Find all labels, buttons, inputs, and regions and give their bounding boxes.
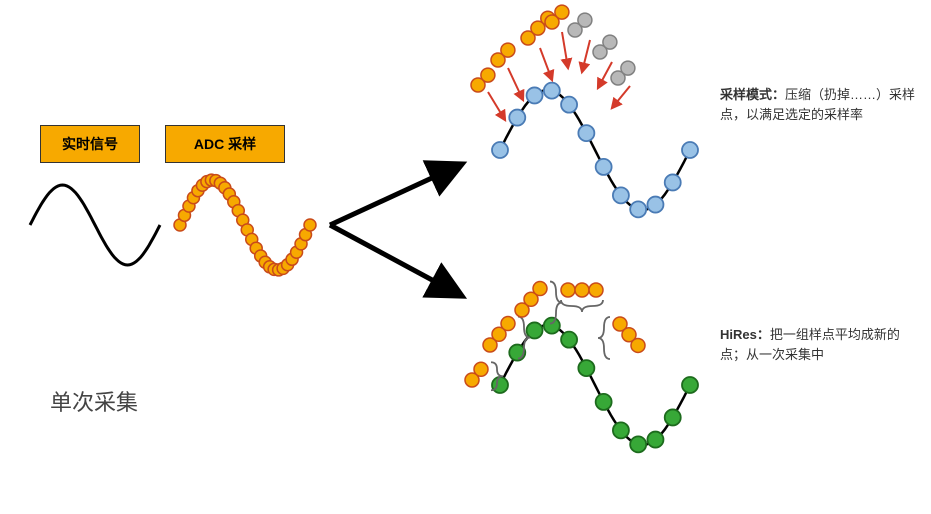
diagram-canvas xyxy=(0,0,931,514)
